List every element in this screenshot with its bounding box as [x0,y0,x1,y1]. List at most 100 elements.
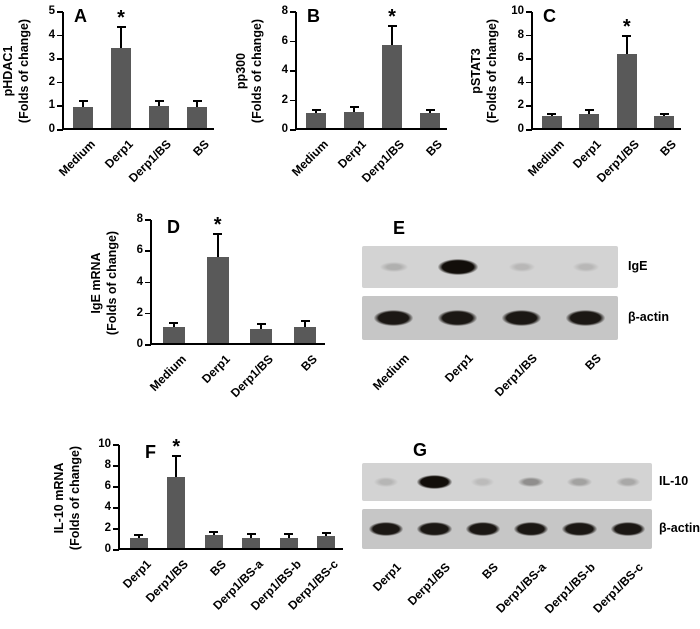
y-axis-tick-label: 10 [511,5,524,17]
error-bar-line [196,100,198,107]
protein-band [518,476,545,488]
bar [317,536,336,548]
lane-label: Derp1 [370,560,405,594]
error-bar-cap [154,99,164,102]
y-axis-tick-label: 0 [48,123,55,135]
error-bar-cap [134,534,144,537]
y-axis-tick [526,129,532,131]
plot-area: 0 2 4 6 8 * [137,213,325,350]
x-axis-label: BS [190,137,212,159]
y-axis-tick-label: 6 [517,52,524,65]
error-bar-cap [246,533,256,536]
protein-band [368,521,404,537]
error-bar-line [315,110,317,114]
y-axis-tick [145,344,151,346]
y-axis-tick [526,81,532,84]
y-axis-tick-label: 2 [281,93,288,106]
error-bar-cap [311,109,321,112]
protein-band [438,310,478,326]
y-axis-tick-label: 4 [104,501,111,513]
bar [279,537,298,548]
error-bar-cap [256,323,266,326]
bar [382,45,402,128]
y-axis-label-line1: IgE mRNA [89,251,103,314]
y-axis-tick [145,219,151,221]
panel-D-bar-chart: IgE mRNA (Folds of change) 0 2 4 6 8 * D Medium De… [85,205,365,410]
blot-strip [362,246,618,288]
protein-band [567,476,592,488]
x-axis-label: Derp1 [198,352,233,386]
y-axis-tick-label: 8 [104,459,111,471]
error-bar-cap [192,99,202,102]
bar [616,53,637,128]
y-axis-tick [145,281,151,283]
protein-band [380,261,408,273]
bar [73,106,93,128]
y-axis-tick [57,34,63,37]
y-axis-tick [526,11,532,13]
y-axis-tick-label: 0 [281,123,288,135]
error-bar-line [120,26,122,48]
panel-label: B [307,6,320,26]
error-bar-cap [78,99,88,102]
y-axis-tick-label: 1 [48,99,55,112]
bar [250,328,273,343]
bar [111,47,131,128]
bar [162,327,185,343]
blot-row-label: β-actin [628,310,669,324]
protein-band [438,259,478,275]
x-axis-label: Derp1 [101,137,136,171]
y-axis-tick [113,444,119,446]
y-axis-tick [526,34,532,37]
significance-asterisk: * [213,213,222,236]
error-bar-cap [213,232,223,235]
y-axis-tick-label: 4 [136,275,143,288]
lane-label: Derp1 [441,351,476,385]
bar [541,116,562,128]
protein-band [416,474,453,490]
error-bar-line [158,100,160,106]
bar [204,535,223,548]
bar [306,113,326,128]
panel-label: D [167,217,180,237]
y-axis-tick [113,465,119,467]
x-axis-label: Medium [524,137,567,179]
x-axis-label: Derp1 [570,137,605,171]
protein-band [502,310,542,326]
blot-row-label: IgE [628,259,648,273]
error-bar-cap [209,531,219,534]
panel-label: G [413,440,428,460]
y-axis-tick-label: 10 [98,438,111,450]
error-bar-cap [622,34,632,37]
y-axis-tick-label: 6 [136,244,143,257]
protein-band [566,310,606,326]
significance-asterisk: * [172,435,181,458]
error-bar-line [175,455,178,477]
y-axis-tick-label: 0 [136,338,143,350]
bar [420,113,440,128]
error-bar-cap [659,112,669,115]
error-bar-line [137,535,140,538]
y-axis-tick [290,11,296,13]
plot-area: 0 2 4 6 8 10 * [511,5,681,135]
x-axis-label: BS [423,137,445,159]
panel-E-western-blot: E IgE β-actin Medium Derp1 Derp1/BS BS [350,210,700,410]
y-axis-tick-label: 6 [281,34,288,47]
error-bar-cap [284,533,294,536]
protein-band [572,261,600,273]
panel-label: E [393,218,406,238]
y-axis-tick-label: 4 [517,75,524,88]
error-bar-line [260,324,263,329]
plot-area: 0 2 4 6 8 10 * [98,437,343,555]
y-axis-tick-label: 8 [136,213,143,225]
x-axis-label: BS [298,352,321,374]
error-bar-cap [116,25,126,28]
error-bar-cap [171,454,181,457]
panel-G-western-blot: G IL-10 β-actin Derp1 Derp1/BS BS Derp1/BS-a De… [350,435,700,629]
panel-label: A [74,6,87,26]
y-axis-tick [145,250,151,252]
significance-asterisk: * [117,6,125,29]
lane-label: Derp1/BS [491,351,540,400]
plot-area: 0 1 2 3 4 5 * [49,5,214,135]
y-axis-tick [57,58,63,60]
